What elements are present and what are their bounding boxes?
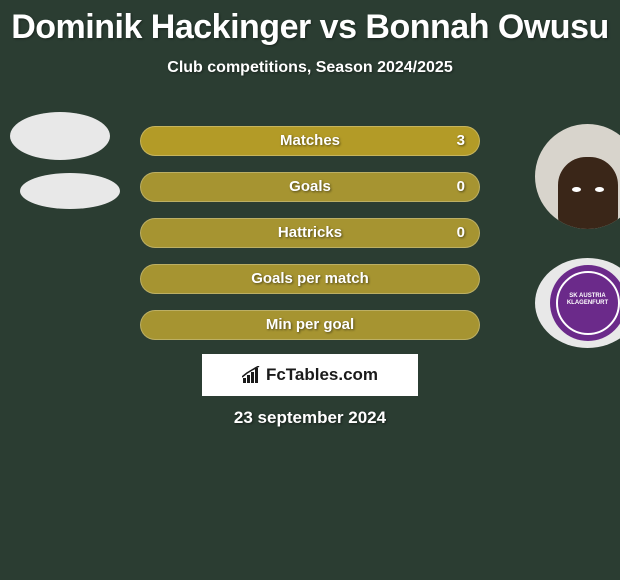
stat-bar-goals-per-match: Goals per match: [140, 264, 480, 294]
watermark: FcTables.com: [202, 354, 418, 396]
stat-label: Hattricks: [141, 224, 479, 241]
page-title: Dominik Hackinger vs Bonnah Owusu: [0, 0, 620, 47]
stat-bar-matches: Matches 3: [140, 126, 480, 156]
stats-chart: Matches 3 Goals 0 Hattricks 0 Goals per …: [0, 120, 620, 350]
stat-bar-min-per-goal: Min per goal: [140, 310, 480, 340]
chart-bars-icon: [242, 366, 262, 384]
stat-bar-goals: Goals 0: [140, 172, 480, 202]
watermark-text: FcTables.com: [266, 365, 378, 385]
date-text: 23 september 2024: [0, 408, 620, 428]
stat-value-right: 0: [457, 224, 465, 241]
stat-row: Min per goal: [0, 304, 620, 350]
stat-row: Hattricks 0: [0, 212, 620, 258]
stat-label: Min per goal: [141, 316, 479, 333]
stat-label: Matches: [141, 132, 479, 149]
stat-row: Matches 3: [0, 120, 620, 166]
stat-value-right: 0: [457, 178, 465, 195]
stat-row: Goals per match: [0, 258, 620, 304]
stat-bar-hattricks: Hattricks 0: [140, 218, 480, 248]
stat-label: Goals per match: [141, 270, 479, 287]
stat-row: Goals 0: [0, 166, 620, 212]
subtitle: Club competitions, Season 2024/2025: [0, 59, 620, 77]
stat-value-right: 3: [457, 132, 465, 149]
stat-label: Goals: [141, 178, 479, 195]
